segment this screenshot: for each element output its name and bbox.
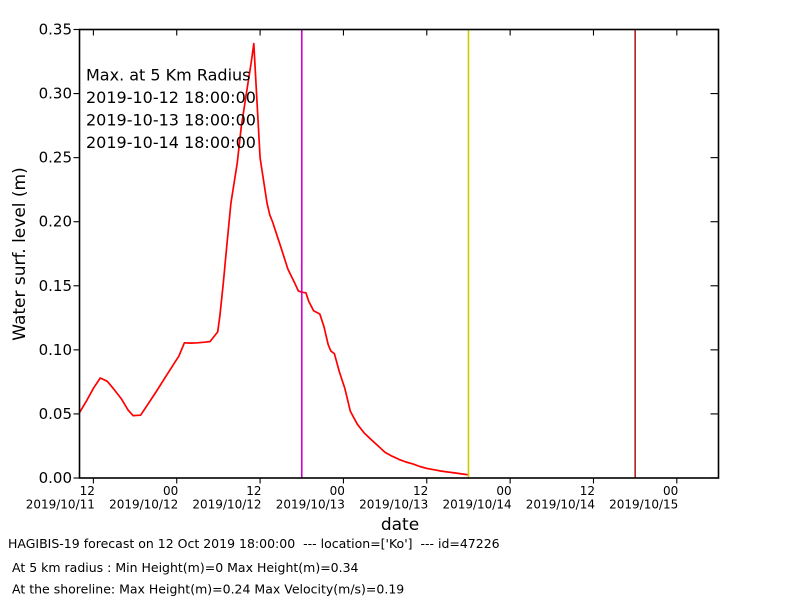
legend-item-firebrick-line: 2019-10-14 18:00:00 bbox=[86, 133, 256, 152]
y-axis-label: Water surf. level (m) bbox=[10, 167, 30, 341]
y-tick-label: 0.35 bbox=[39, 21, 72, 39]
y-tick-label: 0.25 bbox=[39, 149, 72, 167]
y-tick-label: 0.30 bbox=[39, 85, 72, 103]
x-tick-date-label: 2019/10/12 bbox=[192, 498, 261, 512]
x-tick-time-label: 12 bbox=[80, 484, 95, 498]
x-tick-time-label: 12 bbox=[413, 484, 428, 498]
footer-line-forecast: HAGIBIS-19 forecast on 12 Oct 2019 18:00… bbox=[8, 536, 500, 551]
legend-item-yellow-line: 2019-10-13 18:00:00 bbox=[86, 111, 256, 130]
legend-title: Max. at 5 Km Radius bbox=[86, 66, 251, 85]
water-level-curve bbox=[78, 42, 470, 476]
y-tick-label: 0.05 bbox=[39, 405, 72, 423]
x-tick-date-label: 2019/10/14 bbox=[442, 498, 511, 512]
x-tick-time-label: 00 bbox=[496, 484, 511, 498]
footer: HAGIBIS-19 forecast on 12 Oct 2019 18:00… bbox=[8, 536, 500, 597]
x-tick-time-label: 00 bbox=[663, 484, 678, 498]
legend-item-magenta-line: 2019-10-12 18:00:00 bbox=[86, 88, 256, 107]
x-tick-time-label: 00 bbox=[330, 484, 345, 498]
x-axis-label: date bbox=[381, 515, 419, 535]
x-tick-date-label: 2019/10/15 bbox=[609, 498, 678, 512]
y-tick-label: 0.15 bbox=[39, 277, 72, 295]
y-tick-label: 0.10 bbox=[39, 341, 72, 359]
x-tick-time-label: 12 bbox=[580, 484, 595, 498]
plot-area: 122019/10/11002019/10/12122019/10/120020… bbox=[26, 21, 719, 512]
x-tick-date-label: 2019/10/14 bbox=[526, 498, 595, 512]
plot-border bbox=[78, 28, 720, 479]
y-tick-label: 0.20 bbox=[39, 213, 72, 231]
y-tick-label: 0.00 bbox=[39, 469, 72, 487]
footer-line-shoreline-stats: At the shoreline: Max Height(m)=0.24 Max… bbox=[12, 582, 404, 597]
x-tick-date-label: 2019/10/12 bbox=[109, 498, 178, 512]
x-tick-date-label: 2019/10/13 bbox=[276, 498, 345, 512]
x-tick-time-label: 12 bbox=[246, 484, 261, 498]
x-tick-date-label: 2019/10/13 bbox=[359, 498, 428, 512]
x-tick-time-label: 00 bbox=[163, 484, 178, 498]
footer-line-radius-stats: At 5 km radius : Min Height(m)=0 Max Hei… bbox=[12, 560, 359, 575]
x-tick-date-label: 2019/10/11 bbox=[26, 498, 95, 512]
legend: Max. at 5 Km Radius 2019-10-12 18:00:00 … bbox=[86, 66, 256, 153]
